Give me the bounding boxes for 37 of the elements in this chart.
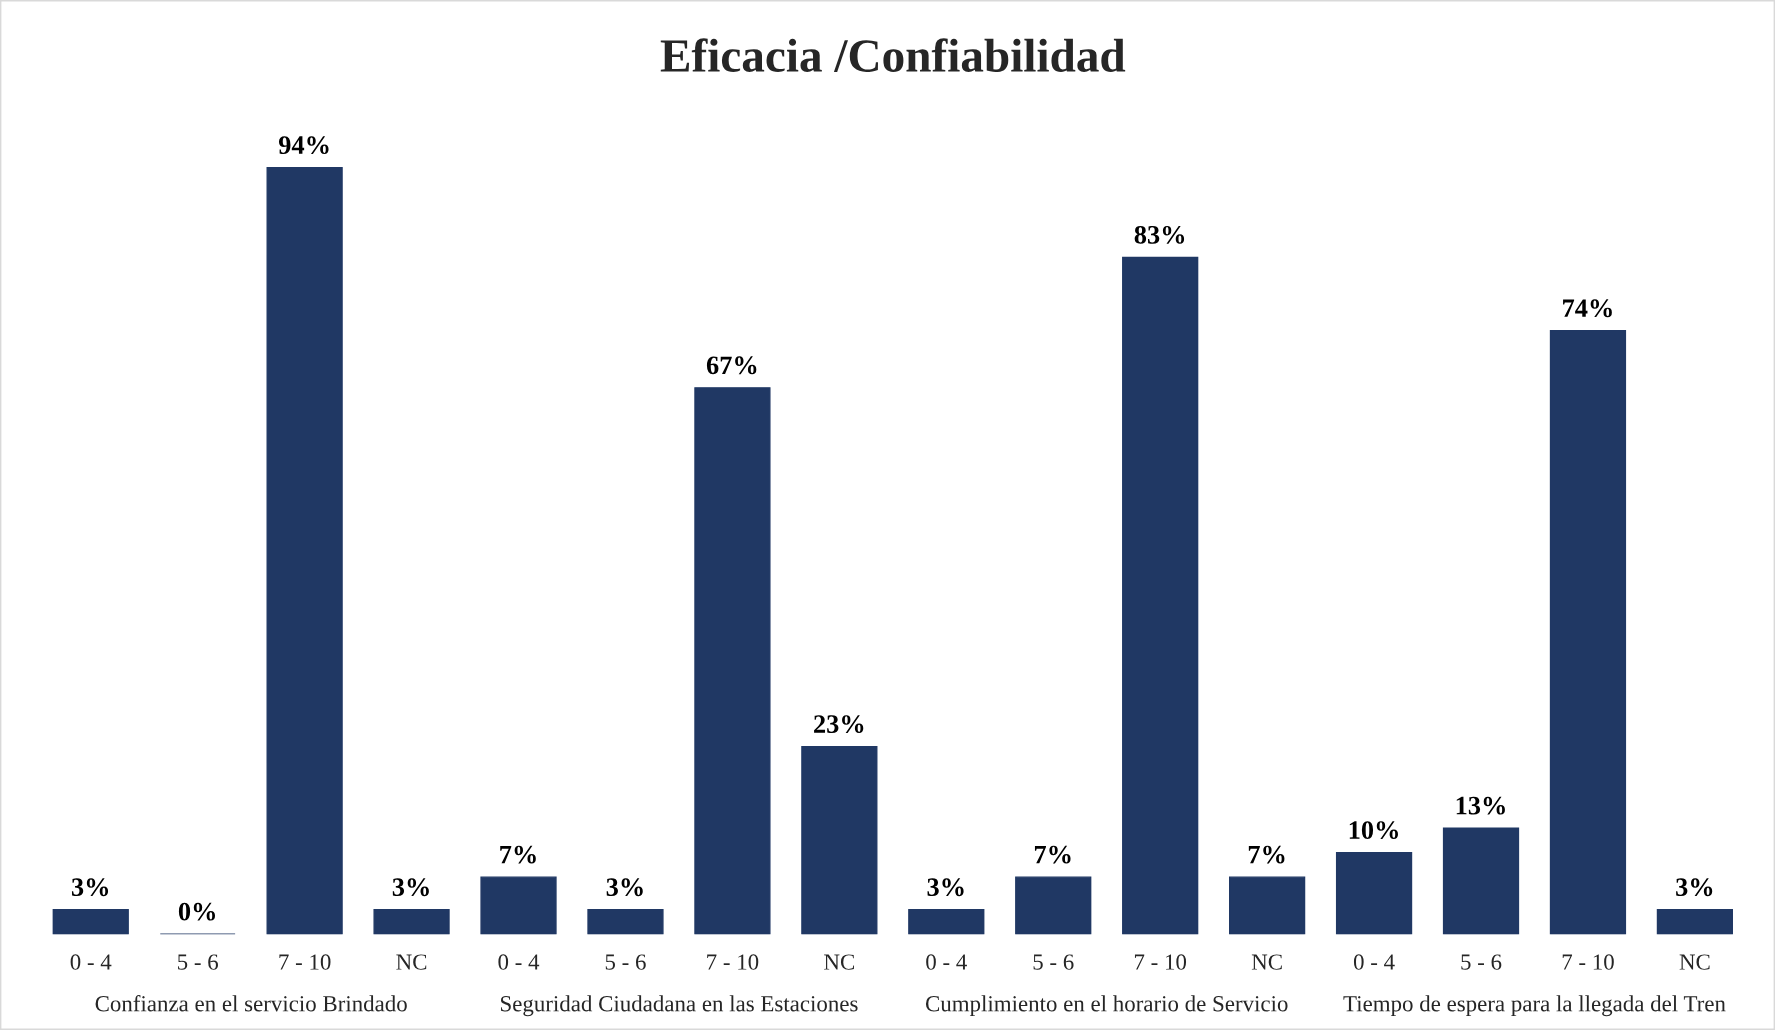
x-tick-label: 7 - 10: [279, 954, 331, 970]
x-tick-label: 0 - 4: [1353, 954, 1395, 970]
data-label: 3%: [927, 878, 964, 897]
text: Seguridad Ciudadana en las Estaciones: [501, 995, 858, 1017]
data-label: 3%: [71, 878, 109, 897]
data-label: 3%: [392, 878, 429, 897]
data-label: 67%: [706, 356, 757, 375]
data-label: 7%: [1034, 845, 1071, 864]
x-tick-label: 7 - 10: [707, 954, 759, 970]
x-tick-label: 5 - 6: [1461, 954, 1502, 970]
x-tick-label: 5 - 6: [1033, 954, 1074, 970]
text: Cumplimiento en el horario de Servicio: [925, 995, 1288, 1017]
data-label: 7%: [500, 845, 536, 864]
data-label: 23%: [814, 715, 864, 734]
x-tick-label: NC: [824, 954, 855, 970]
data-label: 10%: [1349, 821, 1398, 840]
x-tick-label: 7 - 10: [1134, 954, 1187, 970]
data-label: 0%: [178, 902, 216, 921]
x-tick-label: NC: [1251, 954, 1282, 970]
data-label: 94%: [278, 136, 329, 155]
x-tick-label: 0 - 4: [70, 954, 112, 970]
data-label: 13%: [1456, 796, 1505, 815]
data-label: 3%: [606, 878, 643, 897]
x-tick-label: 0 - 4: [926, 954, 967, 970]
text: Confianza en el servicio Brindado: [95, 995, 407, 1012]
x-tick-label: 5 - 6: [605, 954, 646, 970]
chart-title: Eficacia /Confiabilidad: [660, 38, 1126, 72]
data-label: 7%: [1248, 845, 1285, 864]
data-label: 74%: [1563, 299, 1612, 318]
x-tick-label: NC: [396, 954, 427, 970]
x-tick-label: NC: [1679, 954, 1710, 970]
data-label: 3%: [1676, 878, 1713, 897]
data-label: 83%: [1134, 225, 1185, 244]
x-tick-label: 7 - 10: [1562, 954, 1614, 970]
x-tick-label: 5 - 6: [178, 954, 219, 970]
text: Tiempo de espera para la llegada del Tren: [1343, 995, 1726, 1017]
x-tick-label: 0 - 4: [498, 954, 540, 970]
